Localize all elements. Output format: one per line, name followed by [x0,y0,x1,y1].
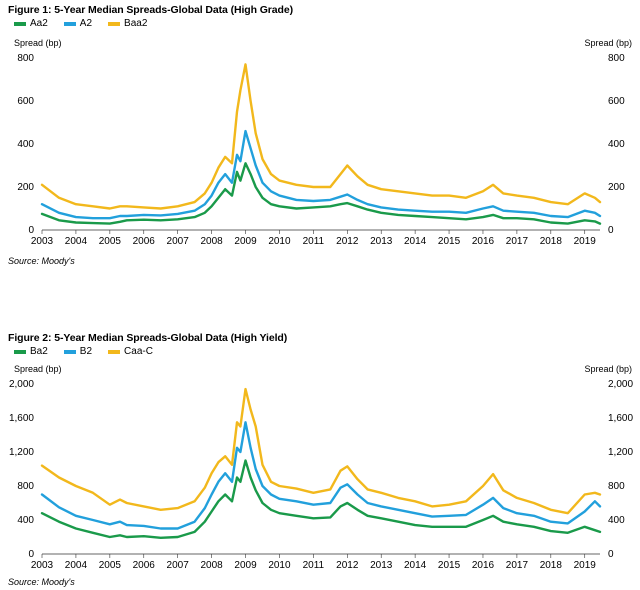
x-tick-label: 2011 [303,560,325,571]
legend-swatch-b2 [63,349,76,354]
y-axis-label-right: Spread (bp) [584,38,632,48]
x-tick-label: 2010 [268,560,291,571]
x-tick-label: 2003 [31,560,54,571]
x-tick-label: 2016 [472,560,495,571]
series-line-a2 [40,129,602,220]
y-tick-label-left: 0 [28,549,34,560]
x-tick-label: 2016 [472,236,495,247]
y-tick-label-left: 1,200 [9,447,34,458]
figure-1-legend: Aa2 A2 Baa2 [14,18,147,29]
x-tick-label: 2004 [65,236,88,247]
y-tick-label-left: 800 [17,53,34,64]
x-tick-label: 2004 [65,560,88,571]
y-tick-label-right: 400 [608,515,625,526]
x-tick-label: 2018 [540,560,563,571]
legend-label-caa-c: Caa-C [124,346,153,357]
figure-1-source: Source: Moody's [8,256,75,266]
y-axis-label-left: Spread (bp) [14,38,62,48]
figure-2: Figure 2: 5-Year Median Spreads-Global D… [0,328,640,590]
series-line-baa2 [40,63,602,210]
legend-label-baa2: Baa2 [124,18,148,29]
figure-2-source: Source: Moody's [8,577,75,587]
series-line-b2 [40,421,602,530]
y-tick-label-right: 1,600 [608,413,633,424]
x-tick-label: 2018 [540,236,563,247]
x-tick-label: 2006 [133,560,156,571]
x-tick-label: 2019 [574,236,597,247]
y-axis-label-right: Spread (bp) [584,364,632,374]
legend-swatch-aa2 [14,21,26,26]
x-tick-label: 2014 [404,236,427,247]
legend-item-aa2: Aa2 [14,18,48,29]
x-tick-label: 2017 [506,236,529,247]
x-tick-label: 2011 [303,236,325,247]
y-axis-label-left: Spread (bp) [14,364,62,374]
figure-1: Figure 1: 5-Year Median Spreads-Global D… [0,0,640,275]
series-line-aa2 [40,162,602,225]
legend-label-aa2: Aa2 [30,18,48,29]
figure-1-chart: Spread (bp) Spread (bp) 0 0 200 200 400 400 600 6… [14,38,632,247]
figure-2-legend: Ba2 B2 Caa-C [14,346,153,357]
legend-item-b2: B2 [63,346,93,357]
legend-swatch-caa-c [108,349,121,354]
x-tick-label: 2008 [200,560,223,571]
x-tick-label: 2005 [99,236,122,247]
x-tick-label: 2007 [167,236,190,247]
x-tick-label: 2012 [336,560,359,571]
x-tick-label: 2013 [370,236,393,247]
x-tick-label: 2009 [234,560,257,571]
y-tick-label-right: 400 [608,139,625,150]
figure-1-title: Figure 1: 5-Year Median Spreads-Global D… [8,4,293,16]
legend-label-b2: B2 [79,346,93,357]
x-tick-label: 2017 [506,560,529,571]
y-tick-label-right: 2,000 [608,379,633,390]
legend-item-baa2: Baa2 [108,18,147,29]
legend-label-ba2: Ba2 [30,346,48,357]
x-tick-label: 2008 [200,236,223,247]
x-tick-label: 2010 [268,236,291,247]
legend-item-ba2: Ba2 [14,346,48,357]
x-tick-label: 2019 [574,560,597,571]
series-line-caa-c [40,387,602,515]
legend-item-caa-c: Caa-C [108,346,153,357]
y-tick-label-right: 1,200 [608,447,633,458]
x-tick-label: 2005 [99,560,122,571]
x-tick-label: 2012 [336,236,359,247]
y-tick-label-left: 1,600 [9,413,34,424]
x-tick-label: 2014 [404,560,427,571]
y-tick-label-right: 0 [608,225,614,236]
y-tick-label-left: 600 [17,96,34,107]
y-tick-label-right: 0 [608,549,614,560]
y-tick-label-right: 600 [608,96,625,107]
y-tick-label-right: 800 [608,481,625,492]
legend-swatch-ba2 [14,349,26,354]
y-tick-label-left: 200 [17,182,34,193]
figure-2-chart: Spread (bp) Spread (bp) 0 0 400 400 800 800 1,20… [9,364,633,571]
legend-item-a2: A2 [63,18,93,29]
x-tick-label: 2006 [133,236,156,247]
legend-swatch-baa2 [108,21,121,26]
x-tick-label: 2015 [438,236,461,247]
legend-swatch-a2 [63,21,76,26]
y-tick-label-left: 800 [17,481,34,492]
y-tick-label-right: 200 [608,182,625,193]
legend-label-a2: A2 [79,18,93,29]
x-tick-label: 2015 [438,560,461,571]
y-tick-label-left: 0 [28,225,34,236]
figure-2-title: Figure 2: 5-Year Median Spreads-Global D… [8,332,288,344]
x-tick-label: 2009 [234,236,257,247]
series-line-ba2 [40,459,602,540]
x-tick-label: 2013 [370,560,393,571]
x-tick-label: 2003 [31,236,54,247]
y-tick-label-left: 400 [17,139,34,150]
y-tick-label-left: 2,000 [9,379,34,390]
y-tick-label-right: 800 [608,53,625,64]
x-tick-label: 2007 [167,560,190,571]
y-tick-label-left: 400 [17,515,34,526]
